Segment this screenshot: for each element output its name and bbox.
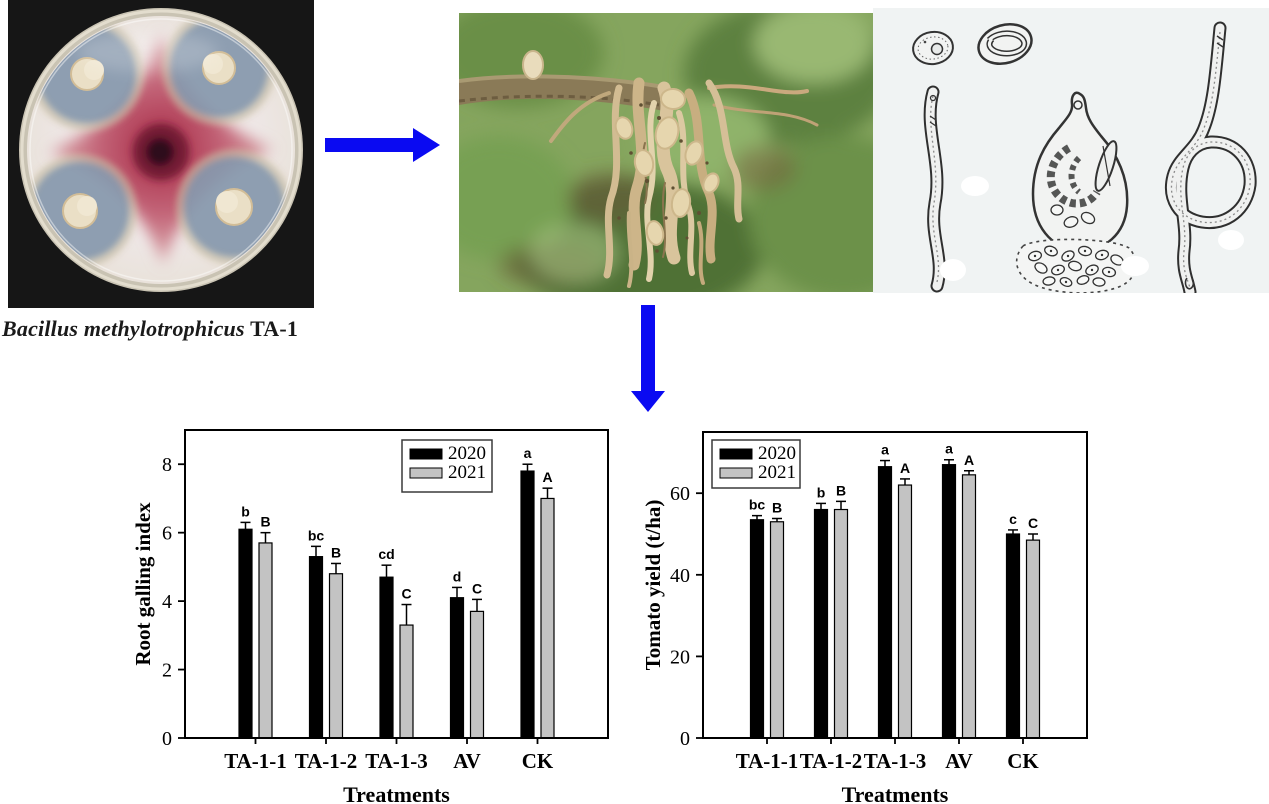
bar-2020 bbox=[520, 470, 535, 739]
bar-2020 bbox=[379, 576, 394, 739]
y-axis-title: Root galling index bbox=[131, 502, 155, 666]
legend-box bbox=[711, 439, 801, 489]
chart-tomato-yield: 0 20 40 60 TA-1-1 bc B TA-1-2 b B TA-1-3 a A AV a A CK c C… bbox=[640, 420, 1102, 804]
bar-2021 bbox=[540, 497, 555, 739]
bar-2021 bbox=[469, 610, 485, 739]
plot-frame bbox=[702, 431, 1088, 739]
bar-2020 bbox=[941, 464, 957, 739]
y-tick-label: 0 bbox=[162, 728, 172, 750]
bar-2020 bbox=[1005, 533, 1021, 739]
root-galls-photo bbox=[459, 13, 873, 292]
root-knots bbox=[614, 87, 720, 246]
x-tick-label: CK bbox=[1007, 749, 1039, 773]
significance-letter: a bbox=[524, 445, 532, 461]
significance-letter: A bbox=[542, 469, 552, 485]
y-tick-label: 4 bbox=[162, 591, 172, 613]
bar-2021 bbox=[328, 573, 344, 739]
significance-letter: A bbox=[900, 460, 910, 476]
y-tick-label: 6 bbox=[162, 523, 172, 545]
bar-2021 bbox=[833, 508, 849, 739]
bar-2021 bbox=[399, 624, 414, 739]
significance-letter: B bbox=[836, 482, 846, 498]
x-tick-label: TA-1-3 bbox=[365, 749, 428, 773]
galled-roots bbox=[549, 77, 819, 288]
significance-letter: C bbox=[401, 586, 411, 602]
x-tick-label: TA-1-1 bbox=[224, 749, 287, 773]
y-tick-label: 0 bbox=[680, 728, 690, 750]
significance-letter: d bbox=[453, 568, 462, 584]
significance-letter: B bbox=[331, 544, 341, 560]
x-tick-label: TA-1-2 bbox=[295, 749, 358, 773]
y-tick-label: 40 bbox=[670, 565, 690, 587]
significance-letter: bc bbox=[308, 527, 325, 543]
bar-2020 bbox=[449, 597, 465, 739]
bar-2020 bbox=[813, 508, 829, 739]
significance-letter: B bbox=[260, 514, 270, 530]
significance-letter: a bbox=[945, 441, 953, 457]
bar-2020 bbox=[749, 519, 765, 739]
significance-letter: bc bbox=[749, 497, 766, 513]
significance-letter: B bbox=[772, 499, 782, 515]
y-tick-label: 60 bbox=[670, 483, 690, 505]
significance-letter: a bbox=[881, 442, 889, 458]
nematode-egg-drawing bbox=[912, 30, 954, 66]
bar-2021 bbox=[897, 484, 913, 739]
legend-label: 2020 bbox=[758, 443, 796, 464]
significance-letter: c bbox=[1009, 511, 1017, 527]
chart-root-galling-index: 0 2 4 6 8 TA-1-1 b B TA-1-2 bc B TA-1-3 cd C AV d C CK a A T… bbox=[130, 420, 632, 804]
significance-letter: A bbox=[964, 452, 974, 468]
caption-species: Bacillus methylotrophicus bbox=[2, 316, 245, 341]
x-tick-label: CK bbox=[522, 749, 554, 773]
male-nematode-drawing bbox=[1165, 21, 1257, 293]
egg-mass-drawing bbox=[1015, 238, 1137, 293]
bacterial-colonies bbox=[62, 51, 253, 229]
legend-label: 2021 bbox=[448, 462, 486, 483]
scan-artifact-spots bbox=[940, 176, 1244, 281]
y-tick-label: 2 bbox=[162, 660, 172, 682]
coiled-juvenile-egg-drawing bbox=[977, 23, 1033, 65]
x-tick-label: AV bbox=[453, 749, 481, 773]
significance-letter: b bbox=[817, 484, 826, 500]
legend-swatch bbox=[719, 448, 753, 460]
significance-letter: cd bbox=[378, 546, 394, 562]
plot-frame bbox=[184, 429, 609, 739]
bar-2021 bbox=[1025, 539, 1041, 739]
legend-label: 2021 bbox=[758, 462, 796, 483]
flow-arrow-right-icon bbox=[325, 128, 440, 162]
x-tick-label: TA-1-1 bbox=[736, 749, 799, 773]
bar-2021 bbox=[961, 474, 977, 739]
flow-arrow-down-icon bbox=[631, 305, 665, 412]
x-tick-label: TA-1-2 bbox=[800, 749, 863, 773]
female-nematode-drawing bbox=[1031, 91, 1129, 252]
x-tick-label: TA-1-3 bbox=[864, 749, 927, 773]
x-tick-label: AV bbox=[945, 749, 973, 773]
bar-2020 bbox=[308, 556, 324, 739]
petri-dish-photo bbox=[8, 0, 314, 308]
caption-strain: TA-1 bbox=[244, 316, 299, 341]
legend-swatch bbox=[409, 467, 443, 479]
significance-letter: C bbox=[472, 580, 482, 596]
bar-2020 bbox=[877, 466, 893, 739]
legend-swatch bbox=[719, 467, 753, 479]
nematode-drawings-panel bbox=[873, 8, 1269, 293]
strain-caption: Bacillus methylotrophicus TA-1 bbox=[2, 316, 332, 342]
significance-letter: C bbox=[1028, 515, 1038, 531]
root-speckles bbox=[617, 103, 709, 253]
legend-label: 2020 bbox=[448, 443, 486, 464]
bar-2021 bbox=[769, 521, 785, 739]
bar-2020 bbox=[238, 528, 253, 739]
y-axis-title: Tomato yield (t/ha) bbox=[641, 500, 665, 671]
bar-2021 bbox=[258, 542, 273, 739]
bar-chart: 02468TA-1-1bBTA-1-2bcBTA-1-3cdCAVdCCKaAT… bbox=[131, 429, 609, 804]
y-tick-label: 20 bbox=[670, 646, 690, 668]
x-axis-title: Treatments bbox=[842, 782, 949, 804]
juvenile-nematode-drawing bbox=[923, 85, 946, 293]
y-tick-label: 8 bbox=[162, 454, 172, 476]
x-axis-title: Treatments bbox=[343, 782, 450, 804]
legend-swatch bbox=[409, 448, 443, 460]
significance-letter: b bbox=[241, 503, 250, 519]
